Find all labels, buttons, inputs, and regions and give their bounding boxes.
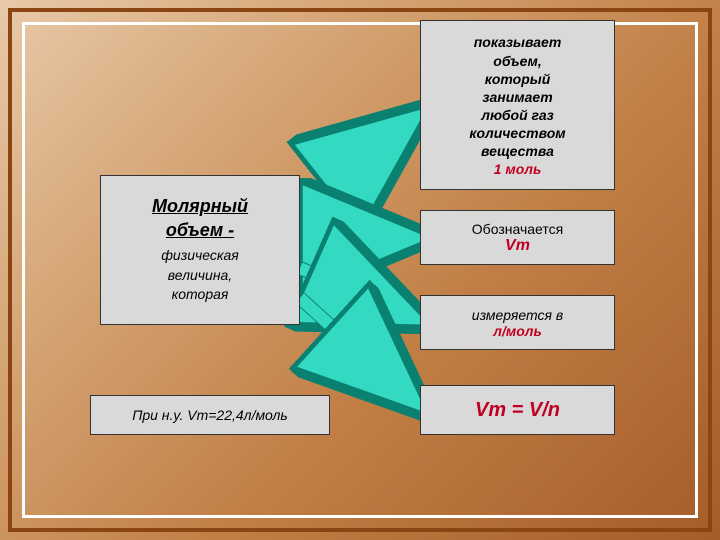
formula-text: Vm = V/n <box>475 399 560 422</box>
main-subtitle: физическаявеличина,которая <box>161 246 239 305</box>
notation-text: Обозначается <box>472 221 563 237</box>
main-title: Молярный объем - <box>152 195 248 242</box>
units-highlight: л/моль <box>493 323 542 339</box>
note-box: При н.у. Vm=22,4л/моль <box>90 395 330 435</box>
definition-text: показываетобъем,которыйзанимаетлюбой газ… <box>469 33 565 160</box>
definition-highlight: 1 моль <box>494 161 542 177</box>
definition-box: показываетобъем,которыйзанимаетлюбой газ… <box>420 20 615 190</box>
note-text: При н.у. Vm=22,4л/моль <box>132 407 288 423</box>
notation-highlight: Vm <box>505 237 530 255</box>
units-box: измеряется в л/моль <box>420 295 615 350</box>
notation-box: Обозначается Vm <box>420 210 615 265</box>
units-text: измеряется в <box>472 307 563 323</box>
formula-box: Vm = V/n <box>420 385 615 435</box>
main-concept-box: Молярный объем - физическаявеличина,кото… <box>100 175 300 325</box>
